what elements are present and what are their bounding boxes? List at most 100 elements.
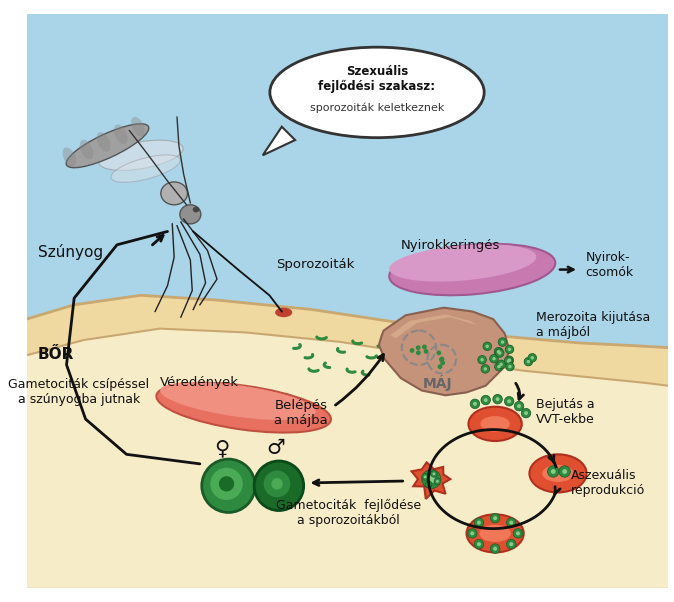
Circle shape (481, 365, 489, 373)
Circle shape (495, 349, 504, 358)
Ellipse shape (160, 382, 316, 420)
Text: Aszexuális
reprodukció: Aszexuális reprodukció (572, 469, 646, 497)
Circle shape (506, 345, 514, 353)
Circle shape (437, 364, 442, 369)
Circle shape (530, 356, 534, 359)
Circle shape (507, 539, 516, 549)
Circle shape (495, 397, 499, 401)
Ellipse shape (275, 308, 293, 317)
Circle shape (514, 402, 524, 411)
Circle shape (510, 521, 514, 524)
Circle shape (517, 404, 521, 408)
Circle shape (493, 547, 497, 551)
Circle shape (416, 346, 421, 350)
Circle shape (254, 461, 304, 510)
Text: Nyirok-
csomók: Nyirok- csomók (586, 251, 634, 279)
Ellipse shape (131, 117, 145, 137)
Ellipse shape (468, 407, 522, 441)
Circle shape (526, 360, 530, 364)
Text: ♀: ♀ (214, 438, 229, 458)
Ellipse shape (193, 206, 200, 213)
Circle shape (516, 532, 520, 535)
Ellipse shape (66, 124, 149, 168)
Polygon shape (263, 126, 295, 155)
Ellipse shape (270, 47, 484, 138)
Circle shape (524, 411, 528, 415)
Circle shape (477, 542, 481, 546)
Circle shape (492, 357, 495, 361)
Ellipse shape (114, 125, 127, 144)
Text: sporozoiták keletkeznek: sporozoiták keletkeznek (310, 102, 444, 113)
Circle shape (491, 514, 500, 523)
Circle shape (481, 358, 484, 361)
Polygon shape (26, 14, 669, 588)
Circle shape (495, 362, 503, 371)
Circle shape (439, 356, 444, 361)
Ellipse shape (543, 465, 574, 482)
Circle shape (507, 399, 511, 403)
Circle shape (484, 367, 487, 371)
Circle shape (483, 342, 491, 350)
Circle shape (506, 362, 514, 371)
Polygon shape (26, 296, 669, 588)
Circle shape (501, 340, 504, 344)
Circle shape (524, 358, 532, 366)
Text: Szúnyog: Szúnyog (38, 244, 103, 260)
Text: ♂: ♂ (267, 438, 286, 458)
Circle shape (510, 542, 514, 546)
Circle shape (547, 466, 559, 477)
Circle shape (508, 347, 511, 351)
Circle shape (551, 469, 555, 474)
Circle shape (494, 347, 503, 356)
Ellipse shape (180, 205, 201, 224)
Circle shape (470, 532, 474, 535)
Circle shape (474, 518, 484, 527)
Circle shape (219, 476, 234, 491)
Circle shape (507, 518, 516, 527)
Ellipse shape (156, 383, 331, 433)
Circle shape (440, 361, 445, 365)
Text: Bejutás a
VVT-ekbe: Bejutás a VVT-ekbe (536, 399, 595, 426)
Circle shape (498, 352, 501, 355)
Circle shape (473, 402, 477, 406)
Circle shape (481, 396, 491, 405)
Circle shape (210, 468, 243, 500)
Circle shape (424, 476, 427, 478)
Circle shape (491, 544, 500, 553)
Circle shape (427, 483, 430, 486)
Circle shape (272, 478, 282, 489)
Circle shape (504, 397, 514, 406)
Text: Belépés
a májba: Belépés a májba (274, 399, 328, 427)
Circle shape (513, 529, 523, 538)
Circle shape (434, 478, 441, 485)
Circle shape (427, 475, 435, 483)
Ellipse shape (161, 182, 187, 205)
Circle shape (470, 399, 480, 409)
Circle shape (410, 348, 415, 353)
Circle shape (493, 394, 502, 404)
Ellipse shape (466, 514, 524, 553)
Text: Nyirokkeringés: Nyirokkeringés (400, 238, 500, 252)
Circle shape (499, 362, 503, 366)
Circle shape (422, 470, 441, 489)
Ellipse shape (389, 244, 537, 282)
Text: Gametociták  fejlődése
a sporozoitákból: Gametociták fejlődése a sporozoitákból (276, 498, 421, 527)
Circle shape (497, 360, 506, 368)
Text: Sporozoiták: Sporozoiták (276, 258, 355, 271)
Polygon shape (26, 329, 669, 588)
Text: Szexuális
fejlődési szakasz:: Szexuális fejlődési szakasz: (318, 65, 435, 93)
Circle shape (474, 539, 484, 549)
Circle shape (468, 529, 477, 538)
Ellipse shape (63, 147, 76, 167)
Circle shape (416, 350, 421, 355)
Circle shape (507, 359, 510, 363)
Circle shape (422, 344, 427, 349)
Ellipse shape (481, 416, 510, 432)
Circle shape (484, 398, 488, 402)
Ellipse shape (97, 132, 111, 152)
Circle shape (431, 471, 437, 477)
Polygon shape (412, 462, 450, 499)
Circle shape (505, 356, 514, 364)
Circle shape (433, 473, 435, 475)
Ellipse shape (111, 155, 180, 182)
